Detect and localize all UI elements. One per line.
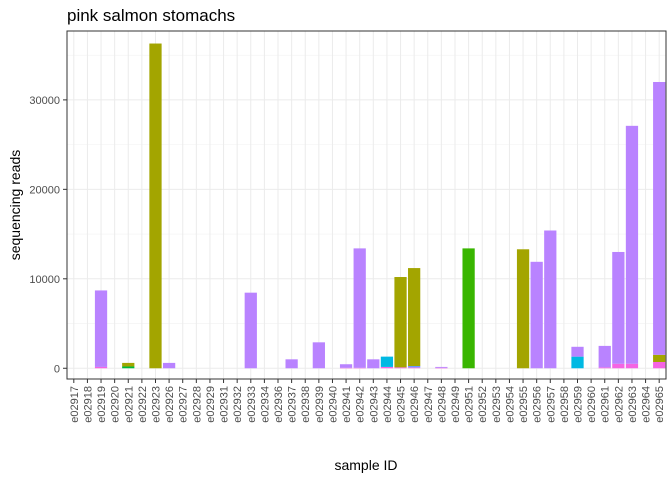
bar-segment <box>394 277 407 368</box>
bar-segment <box>353 248 366 368</box>
x-tick-label: e02941 <box>341 386 353 423</box>
x-tick-label: e02931 <box>219 386 231 423</box>
x-tick-label: e02932 <box>232 386 244 423</box>
bar-segment <box>435 366 448 368</box>
x-tick-label: e02929 <box>205 386 217 423</box>
y-tick-label: 30000 <box>29 95 60 107</box>
bar-segment <box>285 359 298 369</box>
bar-segment <box>122 362 135 367</box>
bar-segment <box>516 249 530 369</box>
x-tick-label: e02961 <box>600 386 612 423</box>
bar-segment <box>380 356 394 367</box>
bar-segment <box>339 364 353 368</box>
x-tick-label: e02940 <box>327 386 339 423</box>
bar-segment <box>544 230 557 369</box>
y-tick-label: 20000 <box>29 184 60 196</box>
x-tick-label: e02959 <box>573 386 585 423</box>
x-tick-label: e02921 <box>123 386 135 423</box>
x-tick-label: e02934 <box>259 386 271 423</box>
x-tick-label: e02936 <box>273 386 285 423</box>
x-tick-label: e02922 <box>137 386 149 423</box>
bar-segment <box>367 359 380 369</box>
x-tick-label: e02938 <box>300 386 312 423</box>
x-tick-label: e02956 <box>532 386 544 423</box>
x-tick-label: e02923 <box>150 386 162 423</box>
x-tick-label: e02953 <box>491 386 503 423</box>
x-tick-label: e02919 <box>96 386 108 423</box>
bar-segment <box>244 292 257 369</box>
x-tick-label: e02955 <box>518 386 530 423</box>
bar-segment <box>408 366 421 368</box>
y-axis: 0 10000 20000 30000 <box>29 95 67 375</box>
x-tick-label: e02962 <box>613 386 625 423</box>
x-tick-label: e02944 <box>382 386 394 423</box>
x-tick-label: e02947 <box>423 386 435 423</box>
x-tick-label: e02939 <box>314 386 326 423</box>
x-tick-label: e02917 <box>69 386 81 423</box>
bar-segment <box>653 362 666 369</box>
y-tick-label: 0 <box>54 363 60 375</box>
x-tick-label: e02965 <box>654 386 666 423</box>
y-tick-label: 10000 <box>29 274 60 286</box>
x-tick-label: e02948 <box>436 386 448 423</box>
bar-segment <box>612 363 625 369</box>
x-tick-label: e02960 <box>586 386 598 423</box>
x-tick-label: e02942 <box>355 386 367 423</box>
x-tick-label: e02918 <box>82 386 94 423</box>
x-tick-label: e02920 <box>110 386 122 423</box>
bar-segment <box>94 366 108 369</box>
bars <box>94 43 666 369</box>
bar-segment <box>571 356 584 369</box>
bar-segment <box>625 125 639 364</box>
bar-segment <box>380 366 394 369</box>
x-tick-label: e02949 <box>450 386 462 423</box>
bar-segment <box>612 251 625 364</box>
bar-segment <box>312 342 325 369</box>
x-tick-label: e02958 <box>559 386 571 423</box>
bar-segment <box>435 367 448 369</box>
bar-segment <box>530 261 543 369</box>
bar-segment <box>94 290 108 367</box>
x-tick-label: e02951 <box>464 386 476 423</box>
bar-segment <box>149 43 162 369</box>
bar-segment <box>598 345 611 368</box>
x-tick-label: e02943 <box>368 386 380 423</box>
y-axis-title: sequencing reads <box>7 150 23 261</box>
bar-segment <box>353 367 366 369</box>
bar-segment <box>653 354 666 363</box>
bar-segment <box>339 367 353 369</box>
x-axis-title: sample ID <box>334 457 397 473</box>
x-tick-label: e02964 <box>641 386 653 423</box>
bar-segment <box>408 268 421 367</box>
x-tick-label: e02952 <box>477 386 489 423</box>
x-tick-label: e02954 <box>504 386 516 423</box>
bar-segment <box>408 367 421 369</box>
x-tick-label: e02963 <box>627 386 639 423</box>
chart-title: pink salmon stomachs <box>67 6 235 25</box>
bar-segment <box>625 363 639 369</box>
x-tick-label: e02927 <box>178 386 190 423</box>
bar-segment <box>653 81 666 355</box>
bar-segment <box>122 366 135 369</box>
x-tick-label: e02933 <box>246 386 258 423</box>
x-tick-label: e02946 <box>409 386 421 423</box>
bar-segment <box>462 248 475 369</box>
bar-segment <box>162 362 176 369</box>
x-axis: e02917 e02918 e02919 e02920 e02921 e02922 e029… <box>69 379 666 423</box>
panel-border <box>66 30 667 380</box>
x-tick-label: e02957 <box>545 386 557 423</box>
bar-segment <box>394 367 407 369</box>
bar-segment <box>598 367 611 369</box>
x-tick-label: e02945 <box>396 386 408 423</box>
x-tick-label: e02926 <box>164 386 176 423</box>
bar-segment <box>571 346 584 357</box>
x-tick-label: e02937 <box>287 386 299 423</box>
x-tick-label: e02928 <box>191 386 203 423</box>
